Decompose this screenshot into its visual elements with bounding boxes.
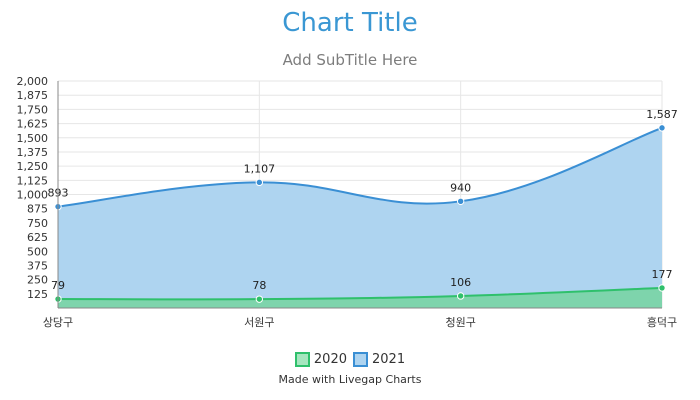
- y-tick-label: 1,625: [17, 118, 49, 131]
- y-tick-label: 250: [27, 274, 48, 287]
- y-tick-label: 2,000: [17, 75, 49, 88]
- legend-swatch-2021: [353, 352, 368, 367]
- data-label-2020: 78: [252, 279, 266, 292]
- y-tick-label: 500: [27, 245, 48, 258]
- y-tick-label: 750: [27, 217, 48, 230]
- legend-swatch-2020: [294, 352, 310, 367]
- line-2020: [57, 286, 663, 301]
- x-tick-label: 흥덕구: [647, 315, 677, 329]
- chart-subtitle: Add SubTitle Here: [282, 51, 418, 69]
- y-tick-label: 1,750: [17, 103, 49, 116]
- x-tick-label: 청원구: [445, 316, 475, 329]
- data-point-2020: [255, 295, 264, 303]
- data-label-2021: 1,107: [244, 162, 276, 175]
- data-label-2021: 940: [450, 181, 471, 194]
- legend-label-2020: 2020: [313, 352, 347, 367]
- data-label-2020: 177: [652, 268, 673, 281]
- data-point-2020: [658, 284, 666, 292]
- data-label-2020: 106: [450, 276, 471, 289]
- y-tick-label: 1,250: [17, 160, 49, 173]
- chart-title: Chart Title: [282, 8, 418, 38]
- y-tick-label: 125: [27, 288, 48, 301]
- data-point-2020: [456, 292, 465, 300]
- area-2021: [58, 127, 662, 308]
- data-point-2021: [658, 124, 666, 132]
- y-tick-label: 1,000: [17, 189, 49, 202]
- data-point-2021: [456, 197, 465, 206]
- legend-item-2021[interactable]: 2021: [353, 352, 405, 367]
- x-tick-label: 서원구: [244, 316, 274, 329]
- legend: 2020 2021: [0, 352, 700, 367]
- y-tick-label: 875: [27, 203, 48, 216]
- x-tick-label: 상당구: [43, 316, 73, 329]
- y-tick-label: 1,125: [17, 174, 49, 187]
- data-point-2021: [255, 178, 264, 187]
- area-2020: [58, 287, 662, 308]
- legend-item-2020[interactable]: 2020: [294, 352, 347, 367]
- credit-text: Made with Livegap Charts: [278, 373, 422, 386]
- y-tick-label: 1,375: [17, 146, 49, 159]
- y-tick-label: 375: [27, 259, 48, 272]
- data-label-2021: 1,587: [646, 108, 678, 121]
- line-2021: [57, 126, 663, 208]
- legend-label-2021: 2021: [372, 352, 406, 367]
- y-tick-label: 625: [27, 231, 48, 244]
- y-tick-label: 1,875: [17, 89, 49, 102]
- y-tick-label: 1,500: [17, 132, 49, 145]
